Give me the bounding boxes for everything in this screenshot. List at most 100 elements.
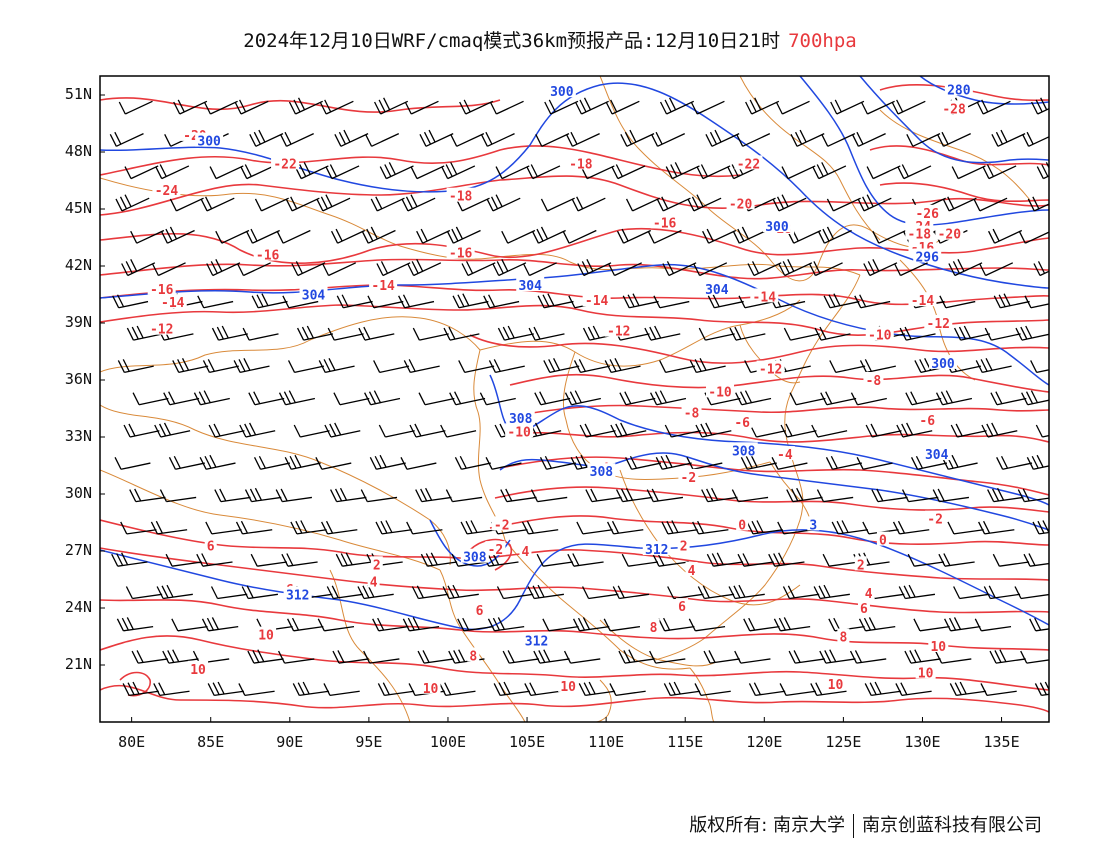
temperature-label: -22 xyxy=(737,157,760,172)
temperature-label: 8 xyxy=(650,621,658,636)
wind-barb xyxy=(201,617,239,632)
wind-barb xyxy=(564,390,601,406)
temperature-label: -4 xyxy=(777,448,793,463)
wind-barb xyxy=(910,455,948,470)
wind-barb xyxy=(154,422,191,438)
wind-barb xyxy=(369,454,406,470)
wind-barb xyxy=(361,226,396,244)
wind-barb xyxy=(120,521,157,535)
temperature-label: 8 xyxy=(469,650,477,665)
wind-barb xyxy=(607,262,642,277)
wind-barb xyxy=(374,97,409,115)
wind-barb xyxy=(480,131,515,147)
temperature-label: 10 xyxy=(423,682,439,697)
temperature-label-bg xyxy=(774,446,795,461)
temperature-label: -12 xyxy=(927,317,950,332)
longitude-label: 90E xyxy=(276,733,304,751)
wind-barb xyxy=(782,585,820,600)
title-main: 2024年12月10日WRF/cmaq模式36km预报产品:12月10日21时 xyxy=(243,30,781,52)
height-label-bg xyxy=(547,83,576,98)
temperature-label: 6 xyxy=(476,604,484,619)
wind-barb xyxy=(363,650,400,664)
wind-barb xyxy=(621,553,659,567)
temperature-label-bg xyxy=(681,404,702,419)
wind-barb xyxy=(245,228,280,244)
wind-barb xyxy=(948,258,983,277)
wind-barb xyxy=(122,681,159,697)
wind-barb xyxy=(199,454,236,470)
temperature-label-bg xyxy=(650,214,679,229)
wind-barb xyxy=(153,682,190,697)
wind-barb xyxy=(707,294,744,309)
temperature-label-bg xyxy=(917,411,938,426)
temperature-label: 10 xyxy=(828,678,844,693)
temperature-label: -28 xyxy=(942,102,966,117)
temperature-label-bg xyxy=(685,562,698,576)
wind-barb xyxy=(1018,230,1049,244)
wind-barb xyxy=(323,683,360,697)
wind-barb xyxy=(238,683,275,697)
temperature-label-bg xyxy=(876,531,889,546)
wind-barb xyxy=(254,197,289,212)
wind-barb xyxy=(891,99,926,115)
wind-barb xyxy=(1014,586,1049,600)
wind-barb xyxy=(703,650,740,664)
wind-barb xyxy=(779,683,816,697)
wind-barb xyxy=(701,487,738,503)
wind-barb xyxy=(364,133,400,147)
wind-barb xyxy=(241,585,279,600)
wind-barb xyxy=(443,326,480,341)
latitude-label: 27N xyxy=(64,541,92,559)
height-label: 312 xyxy=(645,543,668,558)
wind-barb xyxy=(326,585,364,600)
height-label: 300 xyxy=(931,357,955,372)
wind-barb xyxy=(618,649,655,664)
temperature-label: -18 xyxy=(569,157,593,172)
wind-barb xyxy=(202,359,239,374)
wind-barb xyxy=(234,99,269,115)
wind-barb xyxy=(980,683,1017,697)
wind-barb xyxy=(616,487,653,503)
wind-barb xyxy=(249,129,284,147)
wind-barb xyxy=(279,131,314,147)
temperature-label: 10 xyxy=(930,640,946,655)
temperature-label: 2 xyxy=(373,558,381,573)
temperature-label-bg xyxy=(915,664,936,679)
wind-barb xyxy=(528,326,565,341)
temperature-label: 6 xyxy=(207,539,215,554)
wind-barb xyxy=(698,327,735,341)
temperature-label-bg xyxy=(678,468,699,483)
temperature-label-bg xyxy=(485,541,506,556)
wind-barb xyxy=(866,165,901,180)
wind-barb xyxy=(646,488,684,503)
wind-barb xyxy=(906,133,941,147)
wind-barb xyxy=(291,261,326,277)
wind-barb xyxy=(489,100,524,115)
temperature-label-bg xyxy=(582,292,611,307)
temperature-label-bg xyxy=(935,225,964,240)
wind-barb xyxy=(625,197,661,212)
wind-barb xyxy=(327,327,364,341)
wind-barb xyxy=(687,194,722,212)
wind-barb xyxy=(619,391,656,406)
wind-barb xyxy=(728,584,765,600)
wind-barb xyxy=(938,553,975,567)
temperature-label-bg xyxy=(446,187,475,202)
wind-barb xyxy=(193,390,230,406)
temperature-label-bg xyxy=(865,326,894,341)
height-label: 304 xyxy=(705,283,729,298)
map-frame xyxy=(99,75,1050,723)
wind-barb xyxy=(1017,488,1049,503)
temperature-label: -16 xyxy=(256,249,280,264)
wind-barb xyxy=(114,457,151,470)
wind-barb xyxy=(379,162,414,180)
wind-barb xyxy=(953,586,990,600)
wind-barb xyxy=(656,196,691,212)
wind-barb xyxy=(857,194,892,212)
wind-barb xyxy=(820,391,857,406)
wind-barb xyxy=(1033,261,1049,277)
wind-barb xyxy=(169,197,204,212)
temperature-label-bg xyxy=(837,628,850,643)
temperature-label-bg xyxy=(147,280,176,295)
